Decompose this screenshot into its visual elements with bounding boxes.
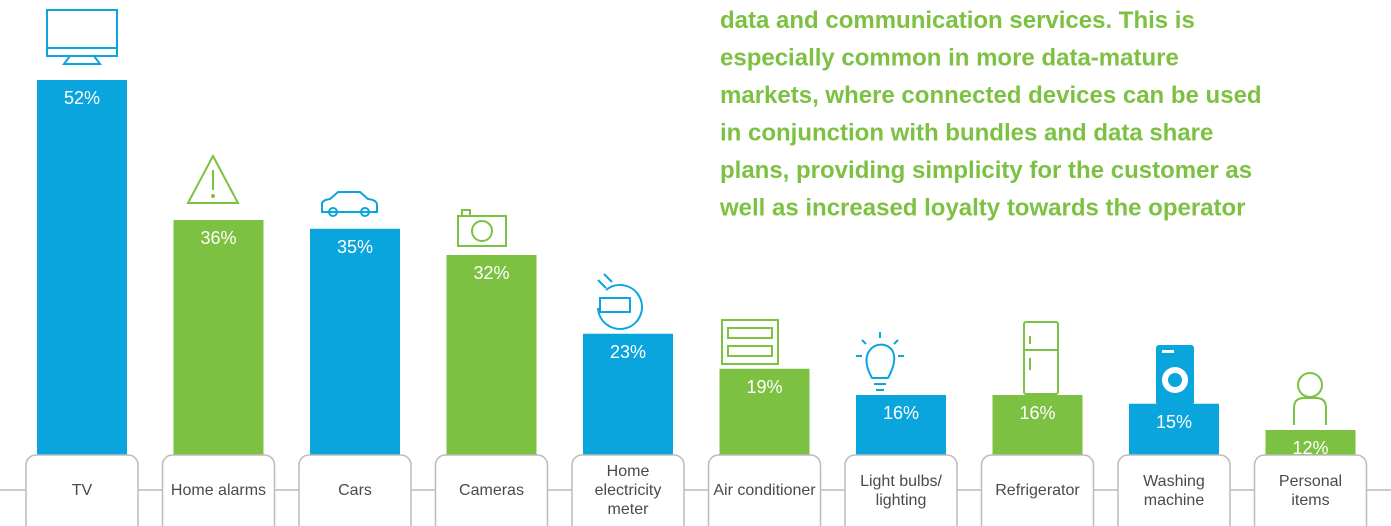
annotation: especially common in more data-mature xyxy=(720,45,1179,72)
meter-icon xyxy=(597,273,643,330)
category-label: TV xyxy=(71,482,93,499)
category-label: Home alarms xyxy=(170,482,267,499)
person-icon xyxy=(1293,372,1327,425)
annotation: in conjunction with bundles and data sha… xyxy=(720,120,1213,147)
value-label: 35% xyxy=(337,237,373,257)
value-label: 32% xyxy=(473,263,509,283)
category-label: Cameras xyxy=(459,482,524,499)
category-label: Washing machine xyxy=(1143,472,1205,509)
fridge-icon xyxy=(1023,321,1059,395)
value-label: 23% xyxy=(610,342,646,362)
icons xyxy=(46,9,1327,425)
category-box xyxy=(161,454,276,526)
category-label: Air conditioner xyxy=(713,482,816,499)
category-box xyxy=(434,454,549,526)
annotation: data and communication services. This is xyxy=(720,7,1195,34)
category-box xyxy=(844,454,958,526)
category-label: Personal items xyxy=(1278,472,1343,509)
camera-icon xyxy=(457,209,507,247)
category-box xyxy=(980,454,1095,526)
car-icon xyxy=(321,191,378,217)
category-box xyxy=(298,454,412,526)
value-label: 16% xyxy=(1019,403,1055,423)
value-label: 12% xyxy=(1292,438,1328,458)
bar xyxy=(37,80,127,526)
category-box xyxy=(707,454,822,526)
washer-icon xyxy=(1156,345,1194,405)
annotation: well as increased loyalty towards the op… xyxy=(719,195,1246,222)
category-box xyxy=(571,454,685,526)
category-label: Refrigerator xyxy=(995,482,1080,499)
annotation: plans, providing simplicity for the cust… xyxy=(720,157,1252,184)
category-label: Cars xyxy=(338,482,372,499)
category-label: Home electricity meter xyxy=(594,463,662,518)
annotation: markets, where connected devices can be … xyxy=(720,82,1262,109)
category-label: Light bulbs/ lighting xyxy=(860,472,942,509)
value-label: 36% xyxy=(200,228,236,248)
value-label: 15% xyxy=(1156,412,1192,432)
value-label: 19% xyxy=(746,377,782,397)
value-label: 16% xyxy=(883,403,919,423)
ac-icon xyxy=(721,319,779,365)
alarm-icon xyxy=(186,153,240,204)
category-box xyxy=(1253,454,1368,526)
bulb-icon xyxy=(856,332,904,391)
tv-icon xyxy=(46,9,118,65)
category-box xyxy=(1117,454,1231,526)
category-box xyxy=(25,454,139,526)
value-label: 52% xyxy=(64,88,100,108)
